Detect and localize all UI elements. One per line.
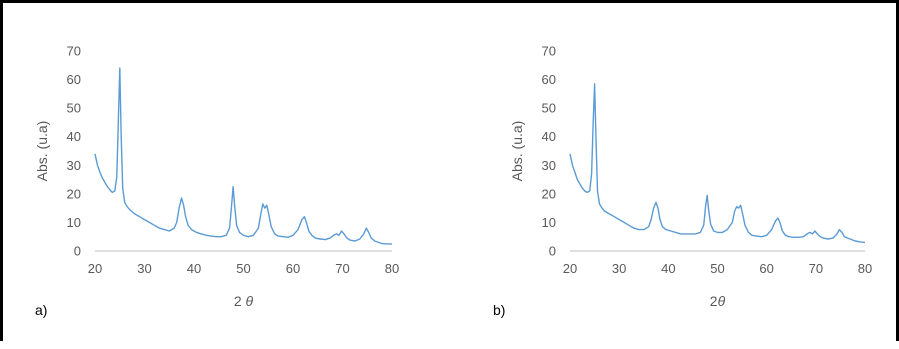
y-tick-label: 0 [549,244,556,259]
x-axis-title-a: 2 θ [234,293,254,309]
x-tick-label: 50 [710,261,724,276]
x-tick-label: 20 [88,261,102,276]
x-tick-label: 30 [137,261,151,276]
y-tick-label: 40 [67,129,81,144]
x-tick-label: 20 [563,261,577,276]
x-axis-title-main-a: 2 [234,293,246,309]
x-tick-label: 30 [612,261,626,276]
y-tick-label: 60 [542,72,556,87]
series-line-a [94,67,392,245]
y-tick-label: 30 [542,158,556,173]
y-tick-label: 20 [542,186,556,201]
panel-b: 0 10 20 30 40 50 60 70 20 30 40 50 60 70 80 Abs. (u.a… [493,44,872,319]
x-tick-label: 70 [809,261,823,276]
y-tick-label: 50 [542,101,556,116]
y-tick-label: 0 [74,244,81,259]
x-tick-label: 80 [858,261,872,276]
panel-label-b: b) [493,302,505,318]
x-axis-title-main-b: 2 [710,293,718,309]
figure-frame: 0 10 20 30 40 50 60 70 20 30 40 50 60 70 80 Abs. (u.a… [0,0,899,341]
y-tick-label: 40 [542,129,556,144]
x-tick-label: 50 [236,261,250,276]
series-line-b [569,83,866,244]
x-axis-title-symbol-a: θ [246,293,254,309]
y-tick-label: 10 [542,215,556,230]
panel-label-a: a) [35,302,47,318]
x-tick-label: 40 [661,261,675,276]
y-axis-title-b: Abs. (u.a) [509,121,525,182]
panel-a: 0 10 20 30 40 50 60 70 20 30 40 50 60 70 80 Abs. (u.a… [34,44,399,319]
y-ticks-a: 0 10 20 30 40 50 60 70 [67,44,81,259]
x-ticks-b: 20 30 40 50 60 70 80 [563,261,872,276]
x-axis-title-symbol-b: θ [718,293,726,309]
x-ticks-a: 20 30 40 50 60 70 80 [88,261,399,276]
x-tick-label: 60 [759,261,773,276]
x-tick-label: 40 [187,261,201,276]
y-axis-title-a: Abs. (u.a) [34,121,50,182]
y-tick-label: 70 [542,44,556,59]
x-tick-label: 60 [286,261,300,276]
y-ticks-b: 0 10 20 30 40 50 60 70 [542,44,556,259]
x-tick-label: 80 [385,261,399,276]
y-tick-label: 30 [67,158,81,173]
x-tick-label: 70 [335,261,349,276]
y-tick-label: 10 [67,215,81,230]
y-tick-label: 50 [67,101,81,116]
x-axis-title-b: 2θ [710,293,726,309]
y-tick-label: 60 [67,72,81,87]
y-tick-label: 20 [67,186,81,201]
y-tick-label: 70 [67,44,81,59]
